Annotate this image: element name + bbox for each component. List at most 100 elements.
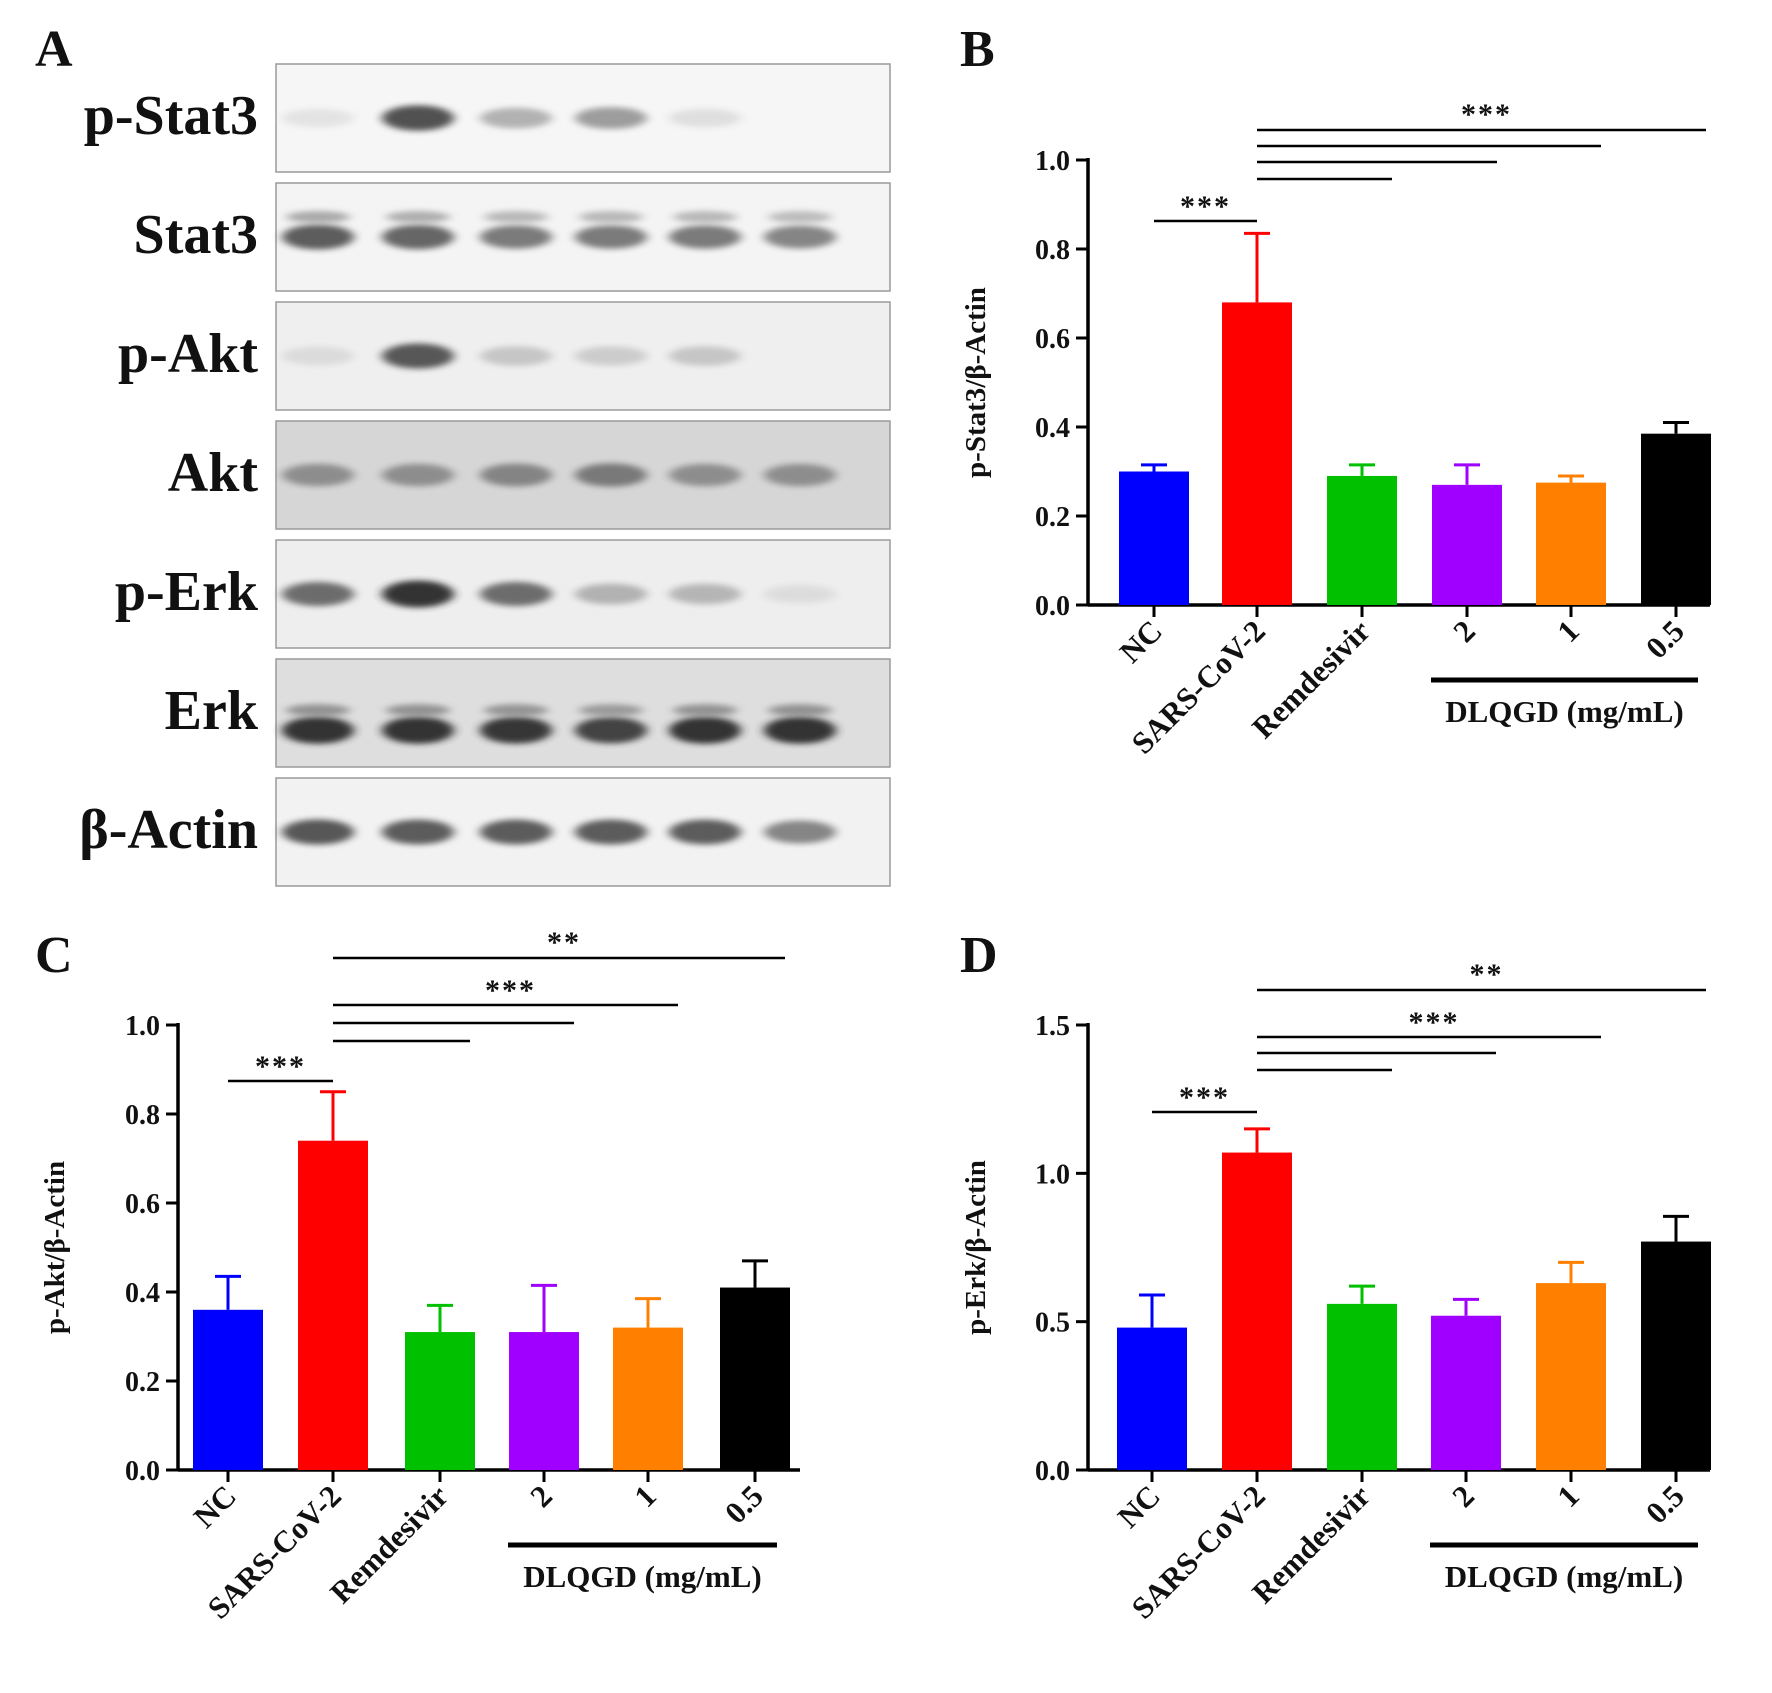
bar-1 xyxy=(1536,482,1606,605)
sig-marker-top: *** xyxy=(1461,98,1512,131)
blot-label: β-Actin xyxy=(79,799,258,861)
sig-marker: *** xyxy=(255,1050,306,1083)
blot-band xyxy=(764,716,836,744)
y-tick-label: 0.0 xyxy=(1035,1456,1070,1487)
blot-band xyxy=(282,346,354,366)
blot-band xyxy=(669,583,741,605)
panel-letter-c: C xyxy=(35,927,73,984)
blot-band xyxy=(382,716,454,744)
x-category-label: 2 xyxy=(523,1478,559,1514)
blot-label: Stat3 xyxy=(134,204,258,266)
bar-nc xyxy=(1119,471,1189,605)
blot-band-upper xyxy=(386,704,450,717)
blot-band-upper xyxy=(673,704,737,717)
blot-row-stat3: Stat3 xyxy=(134,182,891,292)
x-category-label: 0.5 xyxy=(718,1478,770,1530)
blot-band xyxy=(282,716,354,744)
bar-2 xyxy=(1432,484,1502,605)
blot-band xyxy=(382,224,454,250)
blot-label: p-Stat3 xyxy=(84,85,258,147)
blot-band xyxy=(669,346,741,366)
bar-nc xyxy=(1117,1327,1187,1470)
bar-sars-cov-2 xyxy=(1222,302,1292,605)
y-tick-label: 0.6 xyxy=(1035,324,1070,355)
y-axis-title: p-Stat3/β-Actin xyxy=(960,287,992,478)
blot-band xyxy=(669,225,741,249)
blot-band xyxy=(282,463,354,487)
bar-0-5 xyxy=(1641,1241,1711,1470)
blot-row-akt: Akt xyxy=(168,420,891,530)
blot-band xyxy=(282,581,354,607)
chart-p-stat3: B0.00.20.40.60.81.0p-Stat3/β-ActinNCSARS… xyxy=(960,21,1711,761)
blot-band xyxy=(764,584,836,604)
blot-band-upper xyxy=(579,211,643,223)
blot-band-upper xyxy=(286,704,350,717)
blot-band xyxy=(382,463,454,487)
chart-p-akt: C0.00.20.40.60.81.0p-Akt/β-ActinNCSARS-C… xyxy=(35,926,800,1626)
blot-row-p-stat3: p-Stat3 xyxy=(84,63,891,173)
x-category-label: 1 xyxy=(1550,613,1586,649)
sig-marker-top: ** xyxy=(1470,958,1504,991)
y-tick-label: 0.8 xyxy=(125,1100,160,1131)
x-category-label: 1 xyxy=(1550,1478,1586,1514)
x-category-label: Remdesivir xyxy=(323,1478,455,1610)
x-category-label: 1 xyxy=(627,1478,663,1514)
blot-band xyxy=(575,107,647,129)
blot-band xyxy=(575,583,647,605)
y-tick-label: 1.0 xyxy=(1035,1159,1070,1190)
blot-band xyxy=(480,581,552,607)
y-tick-label: 0.2 xyxy=(125,1367,160,1398)
bar-1 xyxy=(1536,1283,1606,1470)
blot-band xyxy=(575,717,647,744)
panel-letter-a: A xyxy=(35,21,73,78)
blot-band-upper xyxy=(484,704,548,717)
blot-band xyxy=(669,463,741,487)
blot-band xyxy=(669,716,741,744)
panel-letter-b: B xyxy=(960,21,995,78)
blot-band xyxy=(764,820,836,844)
x-category-label: 0.5 xyxy=(1639,1478,1691,1530)
x-category-label: NC xyxy=(1111,1478,1167,1534)
blot-band xyxy=(764,463,836,487)
blot-band xyxy=(764,225,836,249)
sig-marker-mid: *** xyxy=(485,974,536,1007)
y-tick-label: 1.0 xyxy=(1035,146,1070,177)
y-tick-label: 1.0 xyxy=(125,1011,160,1042)
blot-band xyxy=(480,463,552,487)
blot-band-upper xyxy=(768,704,832,717)
blot-band xyxy=(282,108,354,128)
bar-0-5 xyxy=(720,1287,790,1470)
y-tick-label: 0.0 xyxy=(1035,591,1070,622)
blot-band xyxy=(382,343,454,369)
bar-remdesivir xyxy=(1327,475,1397,605)
blot-band xyxy=(480,716,552,744)
blot-row-p-erk: p-Erk xyxy=(115,539,891,649)
sig-marker: *** xyxy=(1180,190,1231,223)
blot-band-upper xyxy=(768,211,832,223)
sig-marker-mid: *** xyxy=(1409,1006,1460,1039)
x-category-label: 2 xyxy=(1446,613,1482,649)
sig-marker-top: ** xyxy=(547,926,581,959)
blot-row-p-akt: p-Akt xyxy=(118,301,891,411)
blot-band-upper xyxy=(286,211,350,223)
group-label: DLQGD (mg/mL) xyxy=(523,1559,762,1594)
group-label: DLQGD (mg/mL) xyxy=(1445,694,1684,729)
x-category-label: 2 xyxy=(1445,1478,1481,1514)
y-tick-label: 0.4 xyxy=(125,1278,160,1309)
y-tick-label: 1.5 xyxy=(1035,1011,1070,1042)
bar-2 xyxy=(1431,1315,1501,1470)
blot-band xyxy=(382,819,454,845)
blot-row-erk: Erk xyxy=(165,658,891,768)
blot-band xyxy=(575,346,647,366)
blot-band xyxy=(669,108,741,128)
chart-p-erk: D0.00.51.01.5p-Erk/β-ActinNCSARS-CoV-2Re… xyxy=(960,927,1711,1626)
y-tick-label: 0.6 xyxy=(125,1189,160,1220)
y-tick-label: 0.0 xyxy=(125,1456,160,1487)
bar-nc xyxy=(193,1309,263,1470)
blot-band xyxy=(282,819,354,845)
blot-band xyxy=(382,105,454,131)
y-tick-label: 0.4 xyxy=(1035,413,1070,444)
x-category-label: NC xyxy=(187,1478,243,1534)
sig-marker: *** xyxy=(1179,1081,1230,1114)
